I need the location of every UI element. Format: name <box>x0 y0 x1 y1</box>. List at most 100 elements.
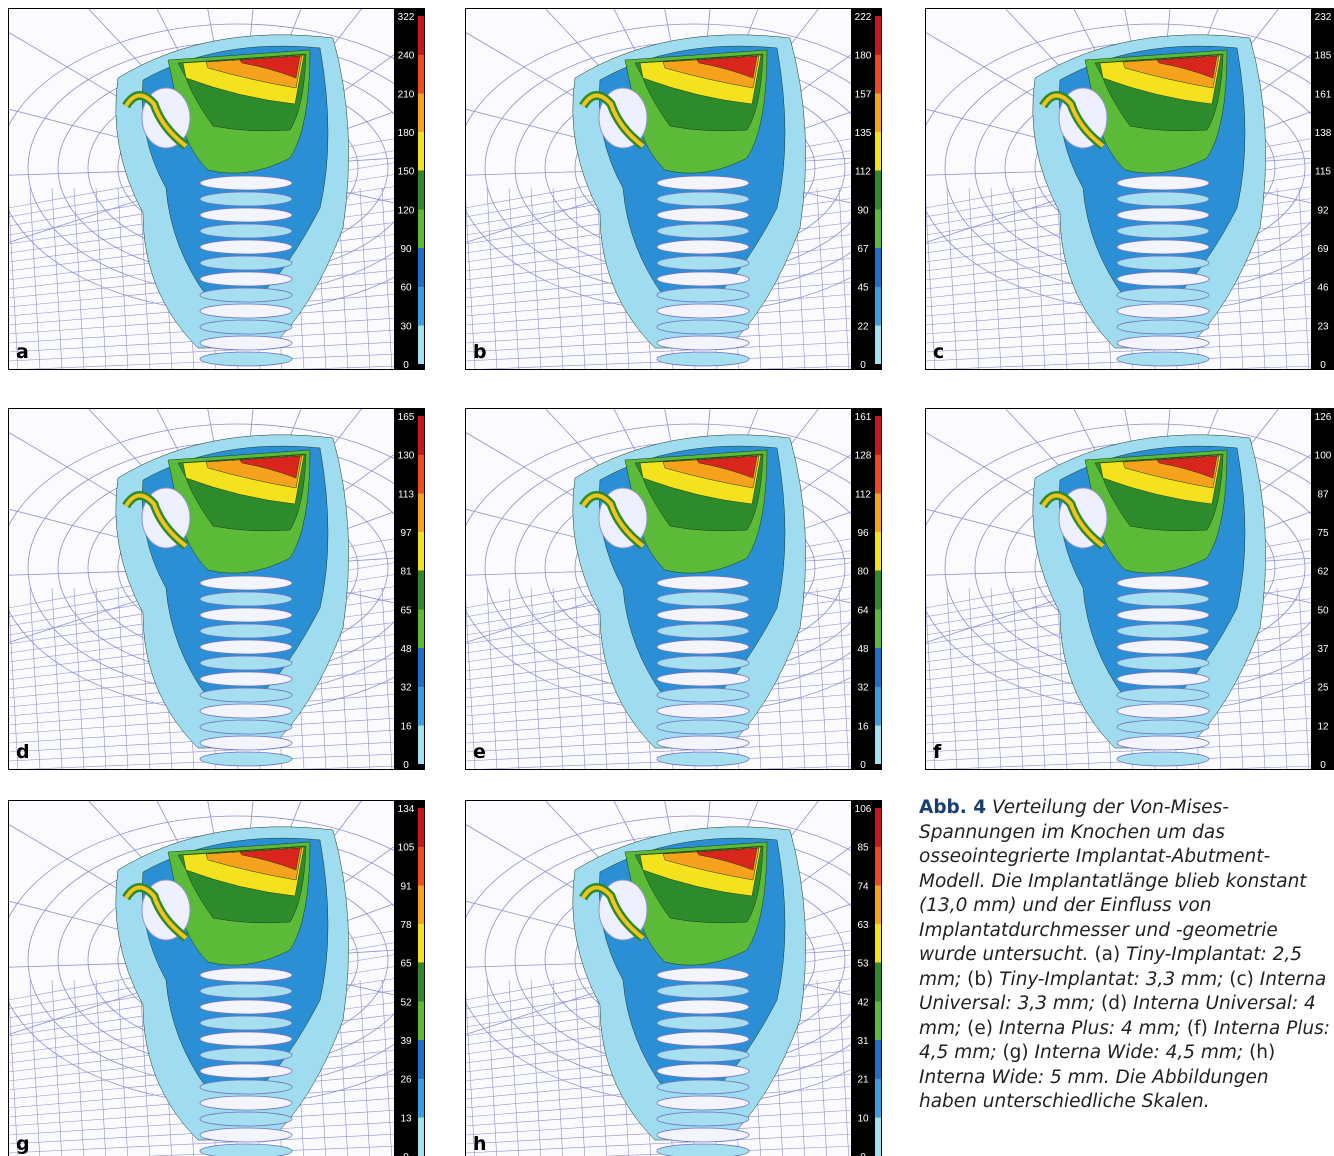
colorbar-label: 45 <box>857 283 869 294</box>
colorbar-label: 62 <box>1317 567 1329 578</box>
colorbar-segment <box>875 808 882 847</box>
colorbar-segment <box>875 609 882 648</box>
colorbar-label: 80 <box>857 567 869 578</box>
caption-item-tag: (c) <box>1229 969 1254 990</box>
colorbar-label: 74 <box>857 881 869 892</box>
screw-thread <box>200 1144 292 1156</box>
screw-thread <box>1117 752 1209 766</box>
colorbar-label: 0 <box>403 360 409 370</box>
screw-thread <box>657 576 749 590</box>
colorbar-segment <box>418 1117 425 1156</box>
screw-thread <box>200 1128 292 1142</box>
caption-item-tag: (g) <box>1002 1042 1028 1063</box>
screw-thread <box>1117 640 1209 654</box>
fea-image: 232185161138115926946230c <box>925 8 1334 370</box>
colorbar-segment <box>418 963 425 1002</box>
colorbar-label: 25 <box>1317 683 1329 694</box>
colorbar-label: 0 <box>860 1152 866 1156</box>
screw-thread <box>657 736 749 750</box>
screw-thread <box>657 240 749 254</box>
caption-item-text: Interna Wide: 4,5 mm; <box>1035 1042 1244 1063</box>
colorbar-label: 112 <box>855 167 871 178</box>
colorbar-label: 30 <box>400 321 412 332</box>
panel-letter: f <box>933 741 942 763</box>
caption-item-tag: (d) <box>1101 993 1127 1014</box>
colorbar-label: 0 <box>403 1152 409 1156</box>
panel-letter: a <box>16 341 29 363</box>
colorbar-segment <box>875 132 882 171</box>
screw-thread <box>1117 304 1209 318</box>
colorbar-label: 120 <box>398 205 415 216</box>
colorbar-label: 134 <box>398 804 415 815</box>
screw-thread <box>1117 272 1209 286</box>
colorbar-label: 97 <box>400 528 412 539</box>
colorbar-segment <box>418 609 425 648</box>
panel-letter: b <box>473 341 487 363</box>
colorbar-label: 138 <box>1315 128 1332 139</box>
colorbar-label: 112 <box>855 489 871 500</box>
screw-thread <box>657 1112 749 1126</box>
fea-image: 222180157135112906745220b <box>465 8 882 370</box>
screw-thread <box>657 1144 749 1156</box>
screw-thread <box>657 208 749 222</box>
fea-panel: 1651301139781654832160d <box>8 408 425 770</box>
screw-thread <box>200 320 292 334</box>
screw-thread <box>657 288 749 302</box>
colorbar-segment <box>418 325 425 364</box>
colorbar-segment <box>875 571 882 610</box>
colorbar-segment <box>418 493 425 532</box>
colorbar-label: 48 <box>857 644 869 655</box>
colorbar-segment <box>418 55 425 94</box>
colorbar-label: 85 <box>857 843 869 854</box>
colorbar-segment <box>418 687 425 726</box>
screw-thread <box>1117 336 1209 350</box>
colorbar-segment <box>418 171 425 210</box>
colorbar-segment <box>875 725 882 764</box>
screw-thread <box>1117 624 1209 638</box>
colorbar-segment <box>875 16 882 55</box>
screw-thread <box>200 352 292 366</box>
colorbar-segment <box>875 1079 882 1118</box>
caption-item-tag: (e) <box>967 1018 993 1039</box>
colorbar-segment <box>875 287 882 326</box>
colorbar-label: 16 <box>400 721 412 732</box>
screw-thread <box>1117 352 1209 366</box>
screw-thread <box>200 224 292 238</box>
colorbar-segment <box>418 725 425 764</box>
screw-thread <box>1117 176 1209 190</box>
panel-letter: d <box>16 741 30 763</box>
screw-thread <box>200 672 292 686</box>
colorbar-label: 23 <box>1317 321 1329 332</box>
colorbar-label: 100 <box>1315 451 1332 462</box>
colorbar-label: 67 <box>857 244 869 255</box>
colorbar-label: 12 <box>1317 721 1329 732</box>
fea-image: 1651301139781654832160d <box>8 408 425 770</box>
screw-thread <box>657 176 749 190</box>
screw-thread <box>657 1128 749 1142</box>
fea-panel: 232185161138115926946230c <box>925 8 1334 370</box>
colorbar-label: 161 <box>1315 89 1332 100</box>
screw-thread <box>657 1016 749 1030</box>
colorbar-label: 96 <box>857 528 869 539</box>
colorbar-label: 157 <box>855 89 872 100</box>
screw-thread <box>1117 192 1209 206</box>
colorbar-segment <box>418 847 425 886</box>
colorbar-label: 81 <box>400 567 412 578</box>
colorbar-segment <box>875 209 882 248</box>
colorbar-segment <box>418 287 425 326</box>
colorbar-label: 10 <box>857 1113 869 1124</box>
screw-thread <box>1117 656 1209 670</box>
screw-thread <box>1117 672 1209 686</box>
screw-thread <box>657 752 749 766</box>
colorbar-label: 105 <box>398 843 415 854</box>
screw-thread <box>657 320 749 334</box>
colorbar-label: 106 <box>855 804 872 815</box>
colorbar-segment <box>418 209 425 248</box>
screw-thread <box>657 624 749 638</box>
screw-thread <box>200 1032 292 1046</box>
screw-thread <box>200 576 292 590</box>
colorbar-label: 78 <box>400 920 412 931</box>
screw-thread <box>1117 720 1209 734</box>
screw-thread <box>657 968 749 982</box>
screw-thread <box>200 592 292 606</box>
